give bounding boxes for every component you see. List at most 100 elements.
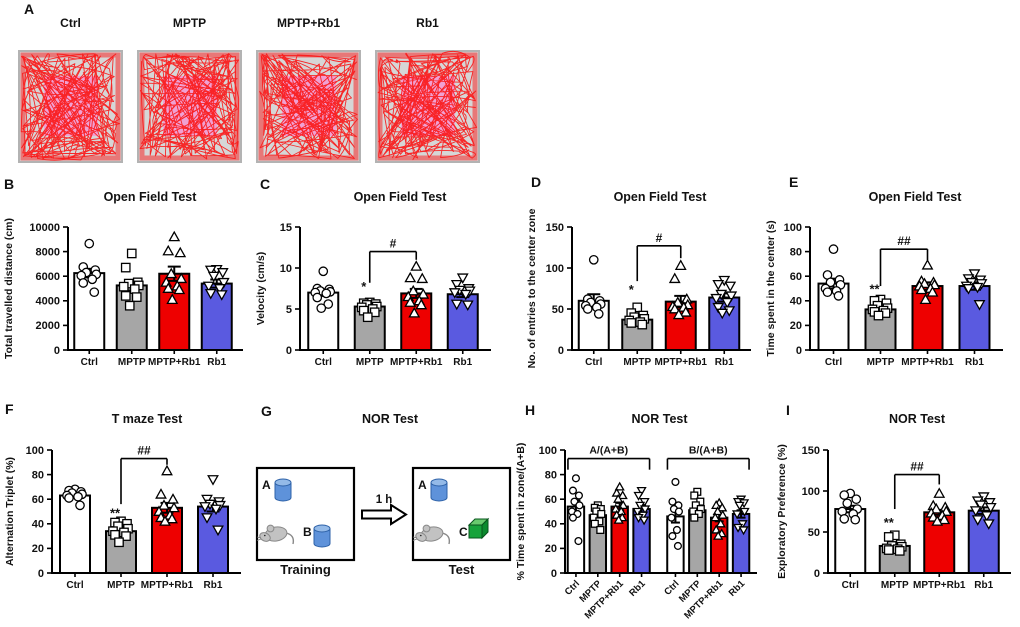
svg-text:MPTP+Rb1: MPTP+Rb1	[654, 357, 707, 368]
svg-text:0: 0	[286, 345, 292, 357]
svg-text:Ctrl: Ctrl	[66, 580, 83, 591]
panel-c-chart: 0 5 10 15 Velocity (cm/s) Ctrl MPTP MPTP+Rb1 Rb1…	[255, 222, 491, 368]
panel-c-title: Open Field Test	[353, 190, 447, 204]
svg-text:60: 60	[790, 271, 802, 283]
panel-e-chart: 0 20 40 60 80 100 Time spent in the center (s)…	[765, 220, 1003, 368]
svg-text:0: 0	[796, 345, 802, 357]
svg-text:Exploratory Preference (%): Exploratory Preference (%)	[776, 444, 788, 579]
svg-text:6000: 6000	[36, 271, 60, 283]
svg-text:**: **	[884, 515, 895, 530]
svg-text:10: 10	[280, 263, 292, 275]
panel-d-title: Open Field Test	[613, 190, 707, 204]
svg-text:100: 100	[546, 263, 564, 275]
svg-text:20: 20	[790, 320, 802, 332]
svg-text:MPTP+Rb1: MPTP+Rb1	[141, 580, 194, 591]
svg-text:MPTP: MPTP	[107, 580, 135, 591]
nor-object-a-test-label: A	[418, 478, 427, 492]
svg-text:80: 80	[545, 469, 557, 481]
svg-text:B/(A+B): B/(A+B)	[689, 445, 728, 457]
svg-text:**: **	[110, 506, 121, 521]
svg-text:Rb1: Rb1	[965, 357, 984, 368]
svg-text:150: 150	[546, 222, 564, 234]
arena-track-mptp	[137, 50, 242, 163]
panel-f-title: T maze Test	[111, 412, 183, 426]
panel-i-title: NOR Test	[888, 412, 946, 426]
svg-text:10000: 10000	[29, 222, 60, 234]
svg-text:50: 50	[808, 527, 820, 539]
svg-text:Rb1: Rb1	[207, 357, 226, 368]
nor-test-caption: Test	[448, 562, 475, 577]
svg-text:Total travelled distance (cm): Total travelled distance (cm)	[3, 218, 15, 359]
svg-text:Rb1: Rb1	[204, 580, 223, 591]
svg-text:15: 15	[280, 222, 292, 234]
svg-text:2000: 2000	[36, 320, 60, 332]
svg-text:Rb1: Rb1	[974, 580, 993, 591]
svg-text:Ctrl: Ctrl	[842, 580, 859, 591]
svg-text:*: *	[361, 279, 367, 294]
nor-object-b-training-label: B	[303, 525, 312, 539]
svg-text:*: *	[629, 282, 635, 297]
svg-text:Alternation Triplet (%): Alternation Triplet (%)	[4, 457, 16, 566]
panel-i-label: I	[786, 402, 790, 418]
svg-text:MPTP+Rb1: MPTP+Rb1	[390, 357, 443, 368]
svg-text:##: ##	[910, 460, 924, 474]
svg-text:A/(A+B): A/(A+B)	[589, 445, 628, 457]
svg-text:% Time spent in zone/(A+B): % Time spent in zone/(A+B)	[515, 443, 527, 581]
svg-text:Rb1: Rb1	[453, 357, 472, 368]
svg-text:50: 50	[552, 304, 564, 316]
svg-text:40: 40	[32, 519, 44, 531]
nor-interval-label: 1 h	[375, 494, 393, 506]
nor-diagram-graphic	[255, 466, 512, 562]
svg-text:0: 0	[551, 568, 557, 580]
svg-text:100: 100	[539, 445, 557, 457]
nor-object-c-test-label: C	[459, 525, 468, 539]
svg-text:Rb1: Rb1	[715, 357, 734, 368]
svg-text:Rb1: Rb1	[627, 578, 648, 599]
panel-i-chart: 0 50 100 150 Exploratory Preference (%) Ctrl M…	[776, 444, 1011, 591]
panel-d-label: D	[531, 174, 542, 190]
svg-text:8000: 8000	[36, 246, 60, 258]
arena-track-mptp-rb1	[256, 50, 361, 163]
arena-title-rb1: Rb1	[416, 16, 439, 30]
arena-title-mptp-rb1: MPTP+Rb1	[276, 16, 340, 30]
svg-text:Ctrl: Ctrl	[825, 357, 842, 368]
svg-text:0: 0	[814, 568, 820, 580]
svg-text:##: ##	[137, 444, 151, 458]
svg-text:#: #	[390, 237, 397, 251]
svg-text:100: 100	[784, 222, 802, 234]
svg-text:**: **	[869, 281, 880, 296]
panel-d-chart: 0 50 100 150 No. of entries to the center zo…	[526, 208, 751, 368]
panel-e-label: E	[789, 174, 799, 190]
svg-text:60: 60	[32, 494, 44, 506]
panel-c-label: C	[260, 176, 271, 192]
svg-text:150: 150	[802, 445, 820, 457]
svg-text:0: 0	[38, 568, 44, 580]
nor-training-caption: Training	[280, 562, 331, 577]
svg-text:100: 100	[26, 445, 44, 457]
svg-text:MPTP: MPTP	[881, 580, 909, 591]
panel-f-chart: 0 20 40 60 80 100 Alternation Triplet (%) Ctrl M…	[4, 444, 241, 591]
svg-text:0: 0	[54, 345, 60, 357]
svg-text:MPTP+Rb1: MPTP+Rb1	[913, 580, 966, 591]
svg-text:80: 80	[790, 246, 802, 258]
arena-track-rb1	[375, 50, 480, 163]
svg-text:Ctrl: Ctrl	[315, 357, 332, 368]
svg-text:20: 20	[32, 543, 44, 555]
panel-h-title: NOR Test	[631, 412, 688, 426]
nor-object-a-training-label: A	[262, 478, 271, 492]
svg-text:Time spent in the center (s): Time spent in the center (s)	[765, 220, 777, 356]
svg-text:MPTP: MPTP	[623, 357, 651, 368]
panel-b-title: Open Field Test	[103, 190, 197, 204]
arena-title-mptp: MPTP	[172, 16, 207, 30]
svg-text:0: 0	[558, 345, 564, 357]
panel-f-label: F	[5, 401, 14, 417]
svg-text:MPTP: MPTP	[118, 357, 146, 368]
svg-text:Rb1: Rb1	[727, 578, 748, 599]
panel-g-title: NOR Test	[361, 412, 419, 426]
svg-text:60: 60	[545, 494, 557, 506]
svg-text:40: 40	[545, 519, 557, 531]
panel-b-label: B	[4, 176, 15, 192]
svg-text:20: 20	[545, 543, 557, 555]
